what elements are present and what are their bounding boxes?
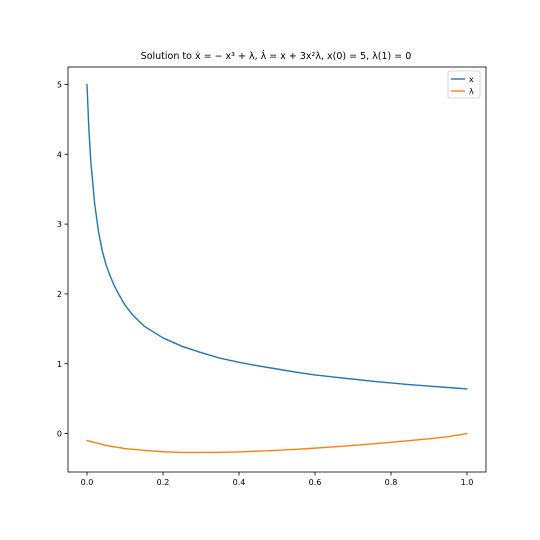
y-tick-label: 3 [57,220,62,229]
series-layer [86,83,468,454]
y-tick-label: 1 [57,360,62,369]
plot-area: 0.0 0.2 0.4 0.6 0.8 1.0 0 1 2 3 4 5 [57,66,487,487]
legend: xλ [447,70,481,99]
x-axis: 0.0 0.2 0.4 0.6 0.8 1.0 [81,472,474,487]
x-tick-label: 0.6 [309,478,322,487]
x-tick-label: 0.2 [157,478,170,487]
legend-label-1: λ [469,87,474,96]
y-tick-label: 0 [57,430,62,439]
y-tick-label: 5 [57,80,62,89]
legend-box [447,70,481,99]
x-tick-label: 0.0 [81,478,94,487]
y-axis: 0 1 2 3 4 5 [57,80,68,439]
series-line-0 [86,83,468,390]
axes-frame [67,66,487,473]
series-line-1 [86,432,468,454]
chart-title: Solution to ẋ = − x³ + λ, λ̇ = x + 3x²λ,… [141,50,412,62]
y-tick-label: 2 [57,290,62,299]
x-tick-label: 0.8 [385,478,398,487]
legend-label-0: x [469,75,474,84]
x-tick-label: 0.4 [233,478,246,487]
y-tick-label: 4 [57,150,62,159]
x-tick-label: 1.0 [461,478,474,487]
